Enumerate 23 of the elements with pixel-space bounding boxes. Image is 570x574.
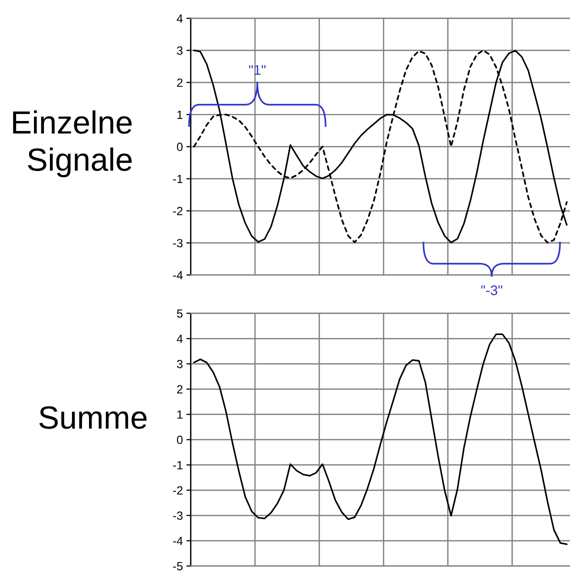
y-tick-label: 1 xyxy=(177,110,182,119)
y-tick-label: 0 xyxy=(176,142,183,152)
y-axis-title: Summe xyxy=(39,406,147,429)
y-tick-label: 1 xyxy=(177,410,182,419)
y-tick-label: 3 xyxy=(176,360,183,368)
y-tick-label: -5 xyxy=(173,562,183,570)
y-tick-label: 4 xyxy=(176,334,183,343)
y-tick-label: -3 xyxy=(173,511,183,520)
y-tick-label: 2 xyxy=(177,385,182,394)
y-tick-label: -3 xyxy=(173,238,183,248)
y-tick-label: -4 xyxy=(173,271,183,280)
y-tick-label: -4 xyxy=(173,536,183,546)
y-tick-label: -1 xyxy=(173,174,182,184)
y-axis-title: Einzelne Signale xyxy=(13,110,132,178)
y-tick-label: 3 xyxy=(176,46,183,55)
y-tick-label: 0 xyxy=(176,436,183,444)
text: "-3" xyxy=(481,285,502,296)
y-tick-label: 5 xyxy=(176,309,183,318)
y-tick-label: -2 xyxy=(173,206,182,216)
y-tick-label: 4 xyxy=(176,14,183,23)
y-tick-label: -1 xyxy=(173,461,182,470)
y-tick-label: 2 xyxy=(177,78,182,87)
y-tick-label: -2 xyxy=(173,486,182,494)
